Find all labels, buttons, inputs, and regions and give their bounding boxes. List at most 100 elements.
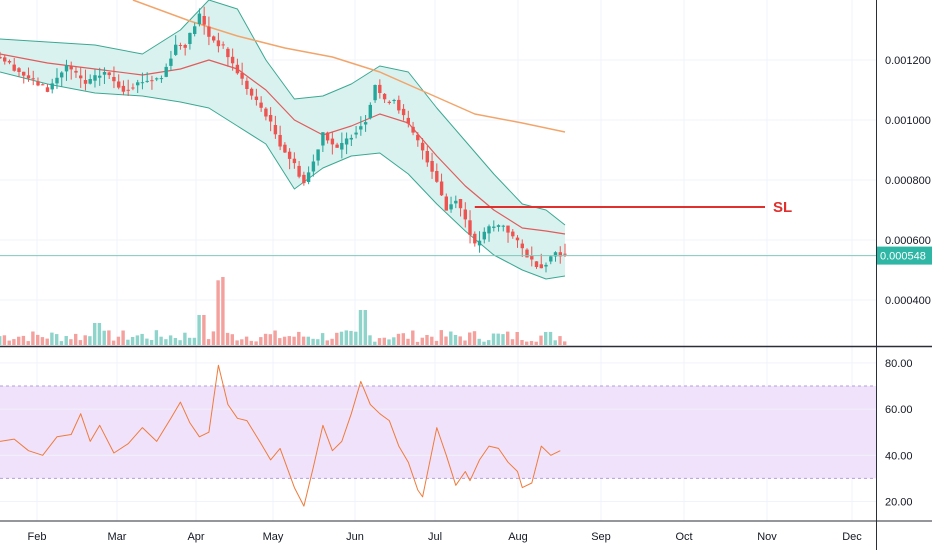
volume-bar [173,338,178,345]
candle-body [264,108,268,117]
volume-bar [396,333,401,345]
volume-bar [316,339,320,345]
candle-body [7,61,12,63]
candle-body [344,138,349,145]
rsi-tick-label: 20.00 [885,497,913,509]
volume-bar [439,330,443,345]
price-tick-label: 0.001200 [885,55,931,67]
candle-body [273,125,278,135]
candle-body [212,36,216,41]
volume-bar [268,334,272,345]
rsi-panel [0,362,876,507]
volume-bar [392,337,396,345]
volume-bar [111,340,116,345]
volume-bar [121,330,125,345]
candle-body [240,72,244,79]
candle-body [216,40,221,47]
candle-body [117,81,121,88]
month-tick-label: May [263,531,284,543]
bollinger-band-fill [0,0,565,279]
volume-bar [434,340,439,345]
candle-body [468,220,472,235]
volume-bar [311,338,315,345]
volume-bar [216,280,220,345]
slow-moving-average-line [132,0,566,133]
candle-body [98,75,102,78]
volume-bar [430,336,434,345]
candle-body [259,102,263,108]
month-tick-label: Aug [508,531,528,543]
candle-body [292,158,297,164]
volume-bar [21,335,26,345]
candle-body [487,226,491,234]
candle-body [140,82,145,84]
volume-bar [510,339,515,345]
candle-body [74,70,78,73]
month-tick-label: Feb [28,531,47,543]
candle-body [112,77,116,82]
month-tick-label: Sep [591,531,611,543]
volume-bar [558,336,562,345]
candle-body [188,32,192,44]
candle-body [88,79,92,84]
volume-bar [273,330,277,345]
candle-body [539,264,543,269]
candle-body [449,204,453,210]
candle-body [83,80,88,84]
candle-body [136,82,140,86]
candle-body [520,243,524,249]
volume-bar [202,315,206,345]
candle-body [525,249,529,258]
candle-body [496,225,501,227]
volume-bar [55,334,59,345]
price-tick-label: 0.000400 [885,295,931,307]
volume-bar [159,336,163,345]
candle-body [458,199,463,209]
volume-bar [187,337,192,345]
volume-bar [387,339,391,345]
candle-body [454,200,458,204]
volume-bar [553,340,557,345]
volume-bar [292,336,296,345]
volume-bar [78,340,83,345]
volume-bar [183,332,187,345]
volume-bar [287,336,291,345]
volume-bar [126,339,130,345]
candle-body [430,161,434,172]
volume-bar [482,341,486,345]
volume-bar [453,335,458,345]
volume-bar [97,323,102,345]
volume-bar [425,335,429,345]
volume-bar [135,335,140,345]
candle-body [249,88,254,96]
volume-bar [69,339,73,345]
candle-body [411,126,415,133]
month-tick-label: Apr [187,531,204,543]
candle-body [126,89,130,91]
candle-body [235,64,240,74]
volume-bar [282,336,287,345]
candle-body [31,78,35,80]
volume-bar [263,333,268,345]
candle-body [549,256,553,262]
volume-bar [520,340,524,345]
price-tick-label: 0.000800 [885,175,931,187]
candle-body [530,255,534,260]
candle-body [226,48,230,58]
candle-body [382,93,387,100]
volume-bar [563,341,567,345]
candle-body [0,57,2,59]
volume-bar [7,340,11,345]
candle-body [311,161,316,172]
volume-bar [354,331,358,345]
candle-body [45,87,50,92]
candle-body [26,75,31,79]
volume-bar [154,330,159,345]
rsi-tick-label: 80.00 [885,358,913,370]
candle-body [36,81,40,86]
candle-body [121,85,126,92]
candle-body [60,72,64,78]
volume-bar [235,340,239,345]
volume-bar [26,341,30,345]
